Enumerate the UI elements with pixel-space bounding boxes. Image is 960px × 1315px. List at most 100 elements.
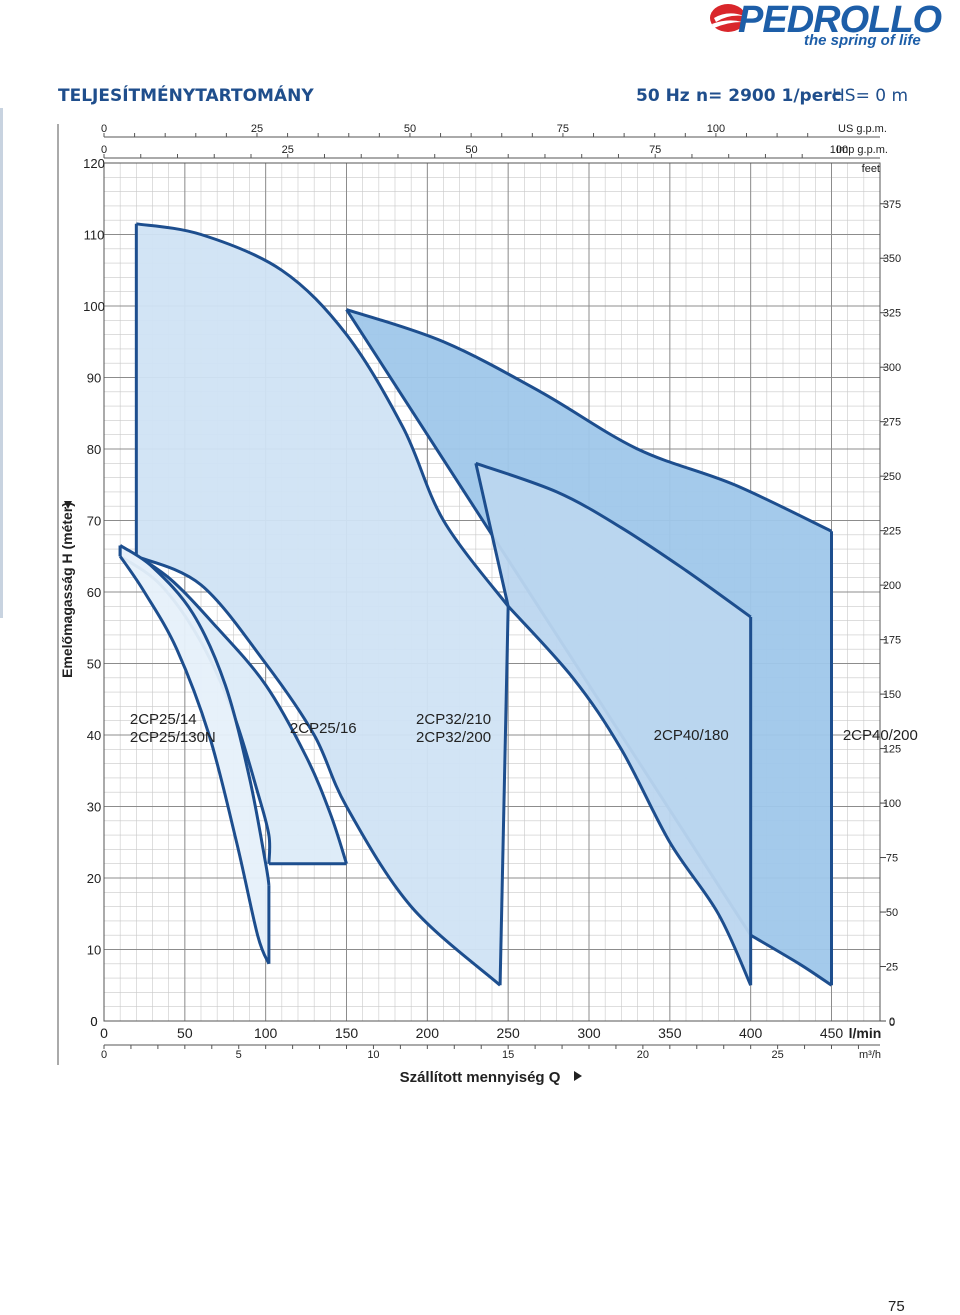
x-primary-tick-label: 150 bbox=[335, 1025, 359, 1041]
series-right-edge-2 bbox=[498, 606, 510, 986]
x-imp-tick-label: 75 bbox=[649, 144, 661, 156]
series-area-2 bbox=[136, 223, 509, 986]
series-top-curve-2 bbox=[136, 222, 510, 608]
series-top-curve-1 bbox=[119, 544, 348, 865]
series-top-curve-4 bbox=[346, 308, 833, 533]
speed-label: n= 2900 1/perc bbox=[696, 86, 842, 106]
series-area-3 bbox=[475, 463, 751, 986]
x-us-tick-label: 100 bbox=[707, 123, 725, 135]
y-right-tick-label: 275 bbox=[883, 417, 901, 429]
x-primary-tick-label: 0 bbox=[100, 1025, 108, 1041]
page-edge-stripe bbox=[0, 108, 3, 618]
x-primary-tick-label: 450 bbox=[820, 1025, 844, 1041]
x-primary-tick-label: 300 bbox=[577, 1025, 601, 1041]
y-right-tick-label: 50 bbox=[886, 907, 898, 919]
series-label-2: 2CP32/200 bbox=[416, 729, 491, 746]
x-primary-tick-label: 400 bbox=[739, 1025, 763, 1041]
series-left-edge-3 bbox=[474, 462, 510, 607]
x-primary-tick-label: 200 bbox=[416, 1025, 440, 1041]
plot-border bbox=[103, 162, 881, 1022]
y-left-tick-label: 30 bbox=[87, 800, 101, 815]
series-label-0: 2CP25/130N bbox=[130, 729, 216, 746]
x-axis-title: Szállított mennyiség Q bbox=[400, 1069, 561, 1086]
x-primary-tick-label: 350 bbox=[658, 1025, 682, 1041]
y-right-tick-label: 150 bbox=[883, 689, 901, 701]
y-axis-title: Emelőmagasság H (méter) bbox=[59, 502, 75, 678]
x-imp-tick-label: 0 bbox=[101, 144, 107, 156]
series-bottom-curve-3 bbox=[507, 605, 753, 986]
logo-swirl-white-2 bbox=[712, 20, 742, 28]
series-area-0 bbox=[120, 545, 269, 964]
y-right-tick-label: 175 bbox=[883, 635, 901, 647]
x-m3h-unit: m³/h bbox=[859, 1049, 881, 1061]
y-right-tick-label: 325 bbox=[883, 308, 901, 320]
y-right-tick-label: 100 bbox=[883, 798, 901, 810]
series-label-3: 2CP40/180 bbox=[654, 727, 729, 744]
x-us-unit: US g.p.m. bbox=[838, 123, 887, 135]
y-left-tick-label: 70 bbox=[87, 514, 101, 529]
chart-heading: TELJESÍTMÉNYTARTOMÁNY bbox=[58, 86, 314, 106]
x-m3h-tick-label: 25 bbox=[771, 1049, 783, 1061]
y-left-tick-label: 10 bbox=[87, 943, 101, 958]
series-top-curve-3 bbox=[475, 461, 752, 619]
y-left-tick-label: 50 bbox=[87, 657, 101, 672]
y-right-tick-label: 375 bbox=[883, 199, 901, 211]
x-primary-tick-label: 50 bbox=[177, 1025, 193, 1041]
series-label-2: 2CP32/210 bbox=[416, 711, 491, 728]
x-us-tick-label: 75 bbox=[557, 123, 569, 135]
y-left-tick-label: 40 bbox=[87, 728, 101, 743]
frequency-label: 50 Hz bbox=[636, 86, 690, 106]
y-left-tick-label: 90 bbox=[87, 371, 101, 386]
y-right-tick-label: 300 bbox=[883, 362, 901, 374]
pump-curves bbox=[118, 222, 833, 987]
x-m3h-tick-label: 0 bbox=[101, 1049, 107, 1061]
page-number: 75 bbox=[888, 1298, 905, 1315]
x-us-tick-label: 50 bbox=[404, 123, 416, 135]
series-label-0: 2CP25/14 bbox=[130, 711, 197, 728]
y-right-tick-label: 225 bbox=[883, 526, 901, 538]
y-axis-arrow-icon bbox=[64, 501, 72, 509]
y-left-tick-label: 80 bbox=[87, 442, 101, 457]
y-left-zero: 0 bbox=[90, 1014, 97, 1029]
series-top-curve-0 bbox=[119, 544, 271, 886]
y-left-tick-label: 20 bbox=[87, 871, 101, 886]
series-label-1: 2CP25/16 bbox=[290, 720, 357, 737]
x-imp-tick-label: 25 bbox=[282, 144, 294, 156]
y-left-tick-label: 110 bbox=[84, 228, 105, 243]
x-m3h-tick-label: 15 bbox=[502, 1049, 514, 1061]
x-imp-unit: Imp g.p.m. bbox=[836, 144, 888, 156]
y-right-tick-label: 125 bbox=[883, 744, 901, 756]
series-bottom-curve-4 bbox=[749, 933, 833, 987]
x-primary-tick-label: 100 bbox=[254, 1025, 278, 1041]
chart-axes: 0102030405060708090100110120Emelőmagassá… bbox=[57, 123, 901, 1086]
y-right-zero: 0 bbox=[889, 1017, 895, 1029]
brand-name: PEDROLLO bbox=[738, 0, 942, 41]
x-primary-tick-label: 250 bbox=[496, 1025, 520, 1041]
x-imp-tick-label: 100 bbox=[830, 144, 848, 156]
y-right-tick-label: 75 bbox=[886, 853, 898, 865]
y-right-tick-label: 200 bbox=[883, 580, 901, 592]
y-right-tick-label: 25 bbox=[886, 962, 898, 974]
y-left-tick-label: 100 bbox=[83, 299, 105, 314]
x-m3h-tick-label: 10 bbox=[367, 1049, 379, 1061]
x-us-tick-label: 0 bbox=[101, 123, 107, 135]
x-m3h-tick-label: 5 bbox=[236, 1049, 242, 1061]
series-area-1 bbox=[120, 545, 347, 864]
pedrollo-logo bbox=[710, 4, 746, 32]
y-right-tick-label: 350 bbox=[883, 253, 901, 265]
x-imp-tick-label: 50 bbox=[465, 144, 477, 156]
brand-tagline: the spring of life bbox=[804, 32, 921, 49]
x-axis-arrow-icon bbox=[574, 1071, 582, 1081]
y-right-tick-label: 250 bbox=[883, 471, 901, 483]
y-right-unit: feet bbox=[862, 163, 880, 175]
x-primary-unit: l/min bbox=[849, 1025, 882, 1041]
series-bottom-curve-0 bbox=[118, 555, 271, 965]
y-left-tick-label: 120 bbox=[83, 156, 105, 171]
logo-swirl-white bbox=[714, 13, 744, 22]
series-bottom-curve-2 bbox=[135, 554, 502, 987]
x-m3h-tick-label: 20 bbox=[637, 1049, 649, 1061]
y-left-tick-label: 0 bbox=[90, 1014, 97, 1029]
x-us-tick-label: 25 bbox=[251, 123, 263, 135]
suction-label: HS= 0 m bbox=[832, 86, 909, 106]
